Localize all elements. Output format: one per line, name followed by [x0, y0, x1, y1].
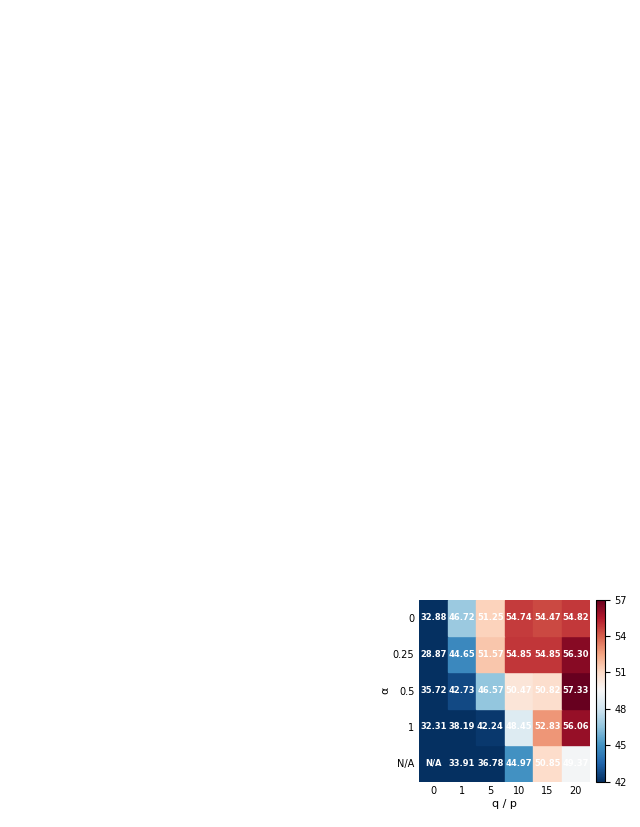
Bar — [562, 636, 590, 672]
Bar — [476, 745, 505, 782]
Bar — [419, 745, 448, 782]
Text: 52.83: 52.83 — [534, 723, 561, 731]
Text: 33.91: 33.91 — [449, 759, 475, 767]
Text: 57.33: 57.33 — [563, 686, 589, 695]
Text: 32.31: 32.31 — [420, 723, 447, 731]
Bar — [505, 600, 533, 636]
Bar — [533, 745, 562, 782]
Y-axis label: α: α — [380, 687, 390, 694]
Text: 48.45: 48.45 — [506, 723, 532, 731]
Bar — [533, 672, 562, 709]
Text: N/A: N/A — [425, 759, 442, 767]
Text: 54.85: 54.85 — [506, 650, 532, 658]
Text: 38.19: 38.19 — [449, 723, 475, 731]
Text: 54.47: 54.47 — [534, 614, 561, 622]
Text: 32.88: 32.88 — [420, 614, 447, 622]
Text: 51.57: 51.57 — [477, 650, 504, 658]
Text: 54.74: 54.74 — [506, 614, 532, 622]
Bar — [533, 600, 562, 636]
Bar — [448, 672, 476, 709]
Text: 49.37: 49.37 — [563, 759, 589, 767]
Text: 28.87: 28.87 — [420, 650, 447, 658]
Text: 54.85: 54.85 — [534, 650, 561, 658]
Bar — [562, 745, 590, 782]
Bar — [476, 672, 505, 709]
Bar — [505, 745, 533, 782]
Bar — [505, 709, 533, 745]
Bar — [419, 636, 448, 672]
Bar — [562, 709, 590, 745]
Text: 46.72: 46.72 — [449, 614, 476, 622]
Bar — [505, 672, 533, 709]
Text: 36.78: 36.78 — [477, 759, 504, 767]
Text: 46.57: 46.57 — [477, 686, 504, 695]
Bar — [505, 636, 533, 672]
Text: 56.06: 56.06 — [563, 723, 589, 731]
Text: 50.85: 50.85 — [534, 759, 561, 767]
Text: 42.73: 42.73 — [449, 686, 475, 695]
Text: 44.97: 44.97 — [506, 759, 532, 767]
Bar — [419, 709, 448, 745]
Bar — [448, 600, 476, 636]
Bar — [419, 672, 448, 709]
Text: 56.30: 56.30 — [563, 650, 589, 658]
Text: 44.65: 44.65 — [449, 650, 476, 658]
Text: 35.72: 35.72 — [420, 686, 447, 695]
Text: 50.82: 50.82 — [534, 686, 561, 695]
X-axis label: q / p: q / p — [492, 799, 517, 809]
Text: 42.24: 42.24 — [477, 723, 504, 731]
Bar — [533, 636, 562, 672]
Bar — [448, 709, 476, 745]
Bar — [562, 600, 590, 636]
Bar — [533, 709, 562, 745]
Text: 54.82: 54.82 — [563, 614, 589, 622]
Bar — [476, 636, 505, 672]
Text: 51.25: 51.25 — [477, 614, 504, 622]
Bar — [562, 672, 590, 709]
Bar — [419, 600, 448, 636]
Bar — [476, 709, 505, 745]
Bar — [448, 745, 476, 782]
Bar — [476, 600, 505, 636]
Text: 50.47: 50.47 — [506, 686, 532, 695]
Bar — [448, 636, 476, 672]
